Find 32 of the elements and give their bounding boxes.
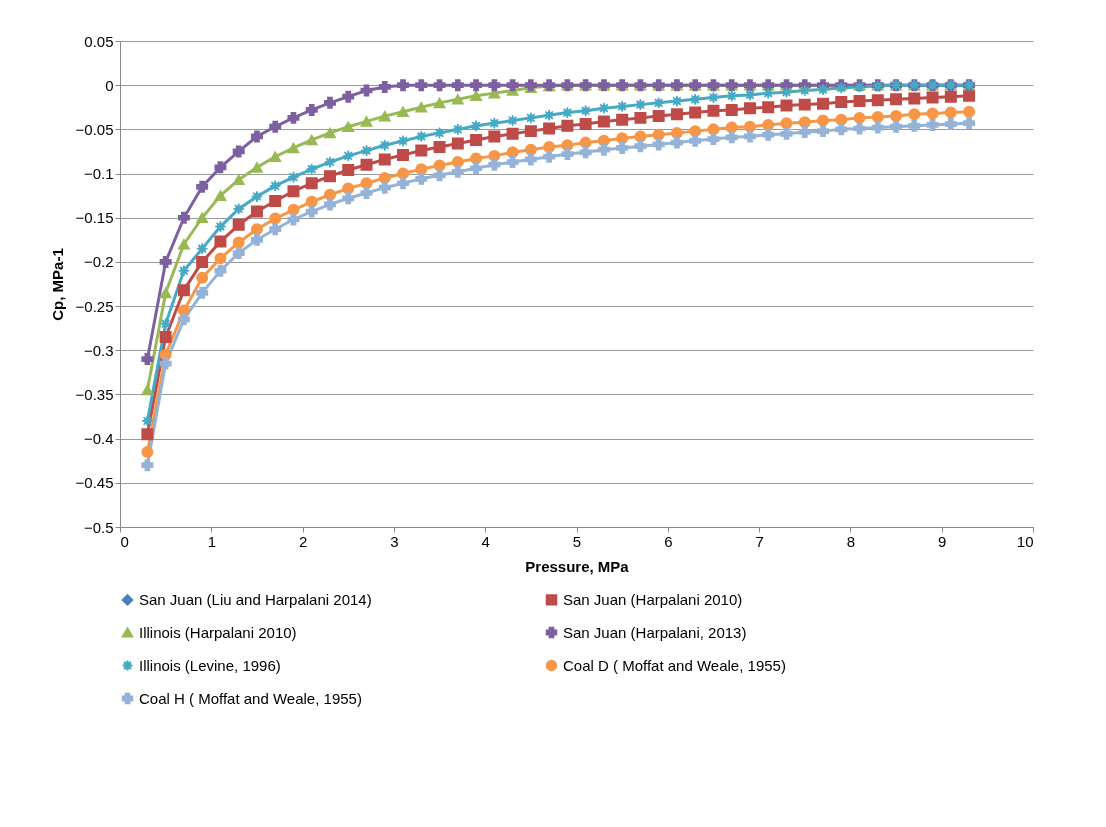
x-tick-label: 5: [572, 532, 582, 550]
legend-label: Illinois (Levine, 1996): [139, 656, 281, 674]
y-tick-label: −0.2: [83, 253, 114, 271]
x-tick-label: 10: [1016, 532, 1034, 550]
y-tick-label: −0.35: [75, 385, 114, 403]
legend-label: Coal H ( Moffat and Weale, 1955): [139, 689, 362, 707]
x-axis-title: Pressure, MPa: [525, 557, 630, 575]
legend-label: Coal D ( Moffat and Weale, 1955): [563, 656, 786, 674]
legend-label: San Juan (Harpalani 2010): [563, 590, 743, 608]
x-tick-label: 1: [207, 532, 216, 550]
x-tick-label: 9: [938, 532, 947, 550]
x-tick-label: 2: [298, 532, 308, 550]
x-tick-label: 0: [120, 532, 129, 550]
y-tick-label: −0.15: [75, 209, 114, 227]
x-tick-label: 7: [755, 532, 764, 550]
y-tick-label: −0.4: [83, 430, 114, 448]
legend-label: San Juan (Liu and Harpalani 2014): [139, 590, 372, 608]
y-tick-label: −0.3: [83, 341, 114, 359]
x-tick-label: 4: [481, 532, 490, 550]
legend-label: San Juan (Harpalani, 2013): [563, 623, 747, 641]
x-tick-label: 8: [846, 532, 856, 550]
y-tick-label: 0.05: [84, 32, 114, 50]
x-tick-label: 6: [664, 532, 673, 550]
legend-label: Illinois (Harpalani 2010): [139, 623, 297, 641]
y-tick-label: −0.5: [83, 518, 114, 536]
y-tick-label: −0.25: [75, 297, 114, 315]
y-axis-title: Cp, MPa-1: [48, 248, 66, 321]
y-tick-label: −0.1: [83, 165, 114, 183]
y-tick-label: −0.45: [75, 474, 114, 492]
y-tick-label: −0.05: [75, 120, 114, 138]
x-tick-label: 3: [390, 532, 399, 550]
y-tick-label: 0: [105, 76, 114, 94]
